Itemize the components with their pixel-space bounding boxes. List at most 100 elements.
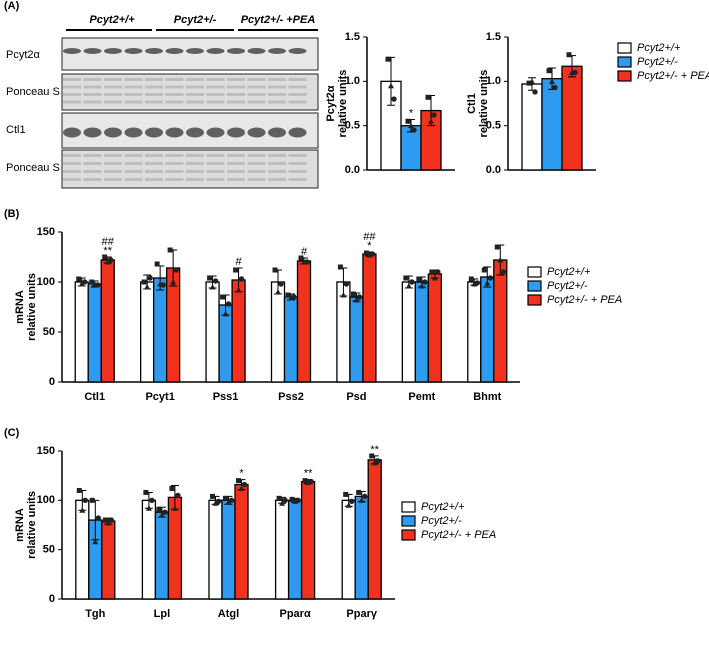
- bar: [401, 281, 417, 383]
- bar: [74, 281, 89, 383]
- legend-swatch: [401, 501, 416, 513]
- point: [403, 275, 409, 281]
- point: [532, 89, 538, 95]
- blot-band: [145, 127, 163, 138]
- ponceau-band: [145, 154, 163, 157]
- x-tick-label: Psd: [346, 391, 366, 403]
- ponceau-band: [104, 78, 122, 81]
- ponceau-band: [288, 162, 307, 165]
- ponceau-band: [206, 170, 225, 173]
- point: [223, 495, 228, 501]
- ponceau-band: [268, 85, 286, 89]
- bar: [287, 499, 303, 600]
- x-tick-label: Ctl1: [84, 391, 105, 403]
- ponceau-band: [83, 154, 102, 157]
- ponceau-band: [165, 178, 184, 181]
- blot-band: [206, 127, 225, 138]
- ponceau-band: [165, 100, 184, 104]
- blot-band: [83, 127, 102, 138]
- ponceau-band: [145, 93, 163, 96]
- legend-label: Pcyt2+/-: [637, 56, 678, 68]
- point: [209, 284, 216, 290]
- point: [494, 244, 500, 250]
- point: [238, 485, 245, 491]
- blot-row-label: Ponceau S: [6, 162, 60, 174]
- point: [145, 505, 152, 511]
- ponceau-band: [145, 170, 163, 173]
- y-axis-label: Ctl1: [466, 93, 478, 114]
- point: [278, 281, 284, 287]
- x-tick-label: Pss2: [278, 391, 304, 403]
- point: [79, 507, 86, 513]
- significance: ##: [102, 236, 115, 248]
- ponceau-band: [206, 78, 225, 81]
- bar: [349, 296, 364, 383]
- ponceau-band: [247, 154, 266, 157]
- y-tick-label: 0.0: [486, 164, 501, 176]
- legend-label: Pcyt2+/-: [421, 515, 462, 527]
- ponceau-band: [165, 93, 184, 96]
- point: [500, 269, 506, 275]
- blot-band: [186, 48, 204, 54]
- blot-row-label: Ctl1: [6, 124, 26, 136]
- ponceau-band: [206, 162, 225, 165]
- point: [405, 118, 411, 124]
- point: [272, 267, 278, 273]
- ponceau-band: [63, 170, 81, 173]
- ponceau-band: [247, 162, 266, 165]
- ponceau-band: [165, 162, 184, 165]
- point: [431, 112, 437, 118]
- point: [95, 515, 102, 521]
- ponceau-band: [227, 170, 245, 173]
- bar: [205, 281, 220, 383]
- legend-label: Pcyt2+/+: [547, 266, 591, 278]
- point: [105, 520, 112, 526]
- point: [363, 250, 369, 256]
- blot-group: Pcyt2+/- +PEA: [241, 14, 316, 26]
- point: [154, 261, 160, 267]
- blot-band: [165, 127, 184, 138]
- legend-swatch: [401, 529, 416, 541]
- ponceau-band: [104, 93, 122, 96]
- point: [353, 297, 360, 303]
- point: [102, 517, 108, 523]
- ponceau-band: [186, 154, 204, 157]
- blot-band: [124, 127, 143, 138]
- point: [144, 284, 151, 290]
- y-axis-label: mRNA: [14, 508, 26, 542]
- ponceau-band: [124, 93, 143, 96]
- point: [238, 276, 245, 282]
- blot-row-label: Pcyt2α: [6, 49, 41, 61]
- y-tick-label: 0.5: [345, 120, 360, 132]
- point: [210, 493, 215, 499]
- point: [391, 96, 397, 102]
- ponceau-band: [288, 154, 307, 157]
- ponceau-band: [124, 170, 143, 173]
- point: [222, 311, 229, 317]
- blot-band: [247, 48, 266, 54]
- blot-band: [165, 48, 184, 54]
- x-tick-label: Pemt: [408, 391, 435, 403]
- point: [156, 506, 162, 512]
- bar: [283, 296, 299, 383]
- ponceau-band: [63, 162, 81, 165]
- x-tick-label: Atgl: [218, 608, 239, 620]
- point: [143, 489, 149, 495]
- point: [304, 259, 310, 265]
- x-tick-label: Pparα: [279, 608, 310, 620]
- bar: [101, 520, 116, 600]
- ponceau-band: [165, 154, 184, 157]
- ponceau-band: [247, 93, 266, 96]
- ponceau-band: [165, 170, 184, 173]
- bar: [221, 499, 236, 600]
- point: [349, 498, 355, 505]
- blot-group: Pcyt2+/-: [174, 14, 217, 26]
- significance: *: [239, 468, 244, 480]
- blot-band: [104, 127, 122, 138]
- point: [428, 118, 434, 124]
- legend-label: Pcyt2+/+: [637, 42, 681, 54]
- point: [158, 512, 165, 518]
- bar: [218, 304, 233, 383]
- bar: [296, 260, 312, 383]
- y-tick-label: 150: [37, 445, 55, 457]
